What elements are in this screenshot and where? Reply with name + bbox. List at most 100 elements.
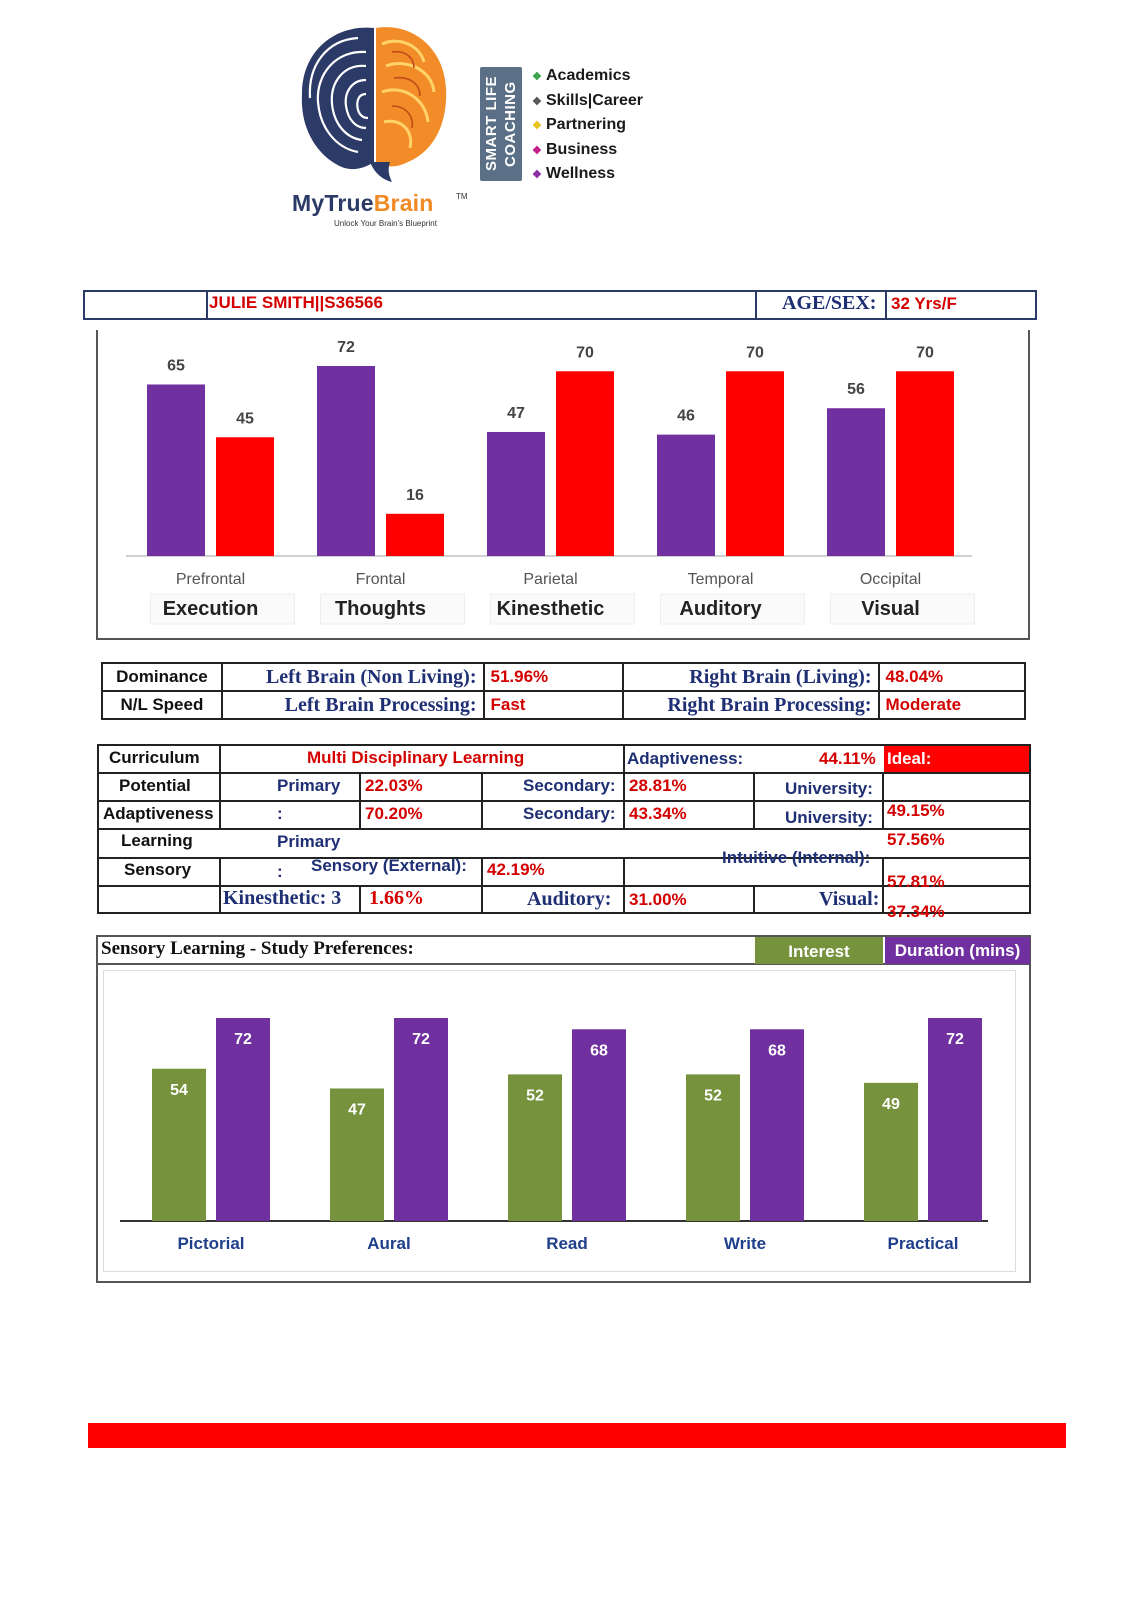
adaptiveness-secondary-value: 43.34%: [629, 804, 687, 823]
identity-divider: [885, 290, 887, 320]
coaching-list: ❖ Academics ❖ Skills|Career ❖ Partnering ❖ B…: [532, 64, 643, 187]
sublabel-box: [490, 593, 635, 625]
coaching-item: ❖ Business: [532, 138, 643, 163]
sensory-chart-title-divider: [96, 963, 1031, 965]
diamond-icon: ❖: [532, 120, 542, 132]
category-label: Prefrontal: [176, 571, 245, 588]
data-label: 72: [234, 1031, 252, 1048]
right-brain-living-value: 48.04%: [877, 662, 1026, 692]
brand-name-part2: Brain: [373, 190, 434, 216]
left-brain-processing-value: Fast: [482, 690, 624, 720]
adaptiveness-university-label: University:: [785, 808, 873, 827]
auditory-value: 31.00%: [629, 890, 687, 909]
data-label: 72: [946, 1031, 964, 1048]
dominance-label: Dominance: [101, 662, 223, 692]
brand-name: MyTrueBrain: [292, 190, 434, 217]
bar: [394, 1018, 448, 1221]
coaching-item: ❖ Skills|Career: [532, 89, 643, 114]
bar: [147, 384, 205, 556]
sensory-external-value: 42.19%: [487, 860, 545, 879]
data-label: 70: [746, 344, 764, 361]
bar: [556, 371, 614, 556]
left-brain-living-label: Left Brain (Non Living):: [220, 662, 485, 692]
primary-value: 22.03%: [365, 776, 423, 795]
category-label: Aural: [367, 1234, 410, 1253]
potential-label: Potential: [119, 776, 191, 795]
category-label: Write: [724, 1234, 766, 1253]
data-label: 70: [916, 344, 934, 361]
curriculum-label: Curriculum: [109, 748, 200, 767]
legend-interest-label: Interest: [788, 942, 850, 961]
diamond-icon: ❖: [532, 95, 542, 108]
data-label: 70: [576, 344, 594, 361]
sublabel: Auditory: [679, 598, 762, 620]
sensory-colon: :: [277, 862, 283, 881]
intuitive-internal-value: 57.81%: [887, 872, 945, 891]
diamond-icon: ❖: [532, 144, 542, 157]
bar: [896, 371, 954, 556]
left-brain-processing-label: Left Brain Processing:: [220, 690, 485, 720]
legend-duration-label: Duration (mins): [894, 941, 1021, 960]
sublabel-box: [830, 593, 975, 625]
secondary-label: Secondary:: [523, 776, 616, 795]
identity-divider: [755, 290, 757, 320]
category-label: Read: [546, 1234, 588, 1253]
bar: [726, 371, 784, 556]
dominance-table: Dominance Left Brain (Non Living): 51.96…: [101, 662, 1026, 720]
adaptiveness-colon: :: [277, 804, 283, 823]
right-brain-living-label: Right Brain (Living):: [621, 662, 880, 692]
secondary-value: 28.81%: [629, 776, 687, 795]
category-label: Occipital: [860, 571, 921, 588]
coaching-badge: [480, 67, 522, 181]
sublabel: Execution: [163, 598, 259, 620]
left-brain-living-value: 51.96%: [482, 662, 624, 692]
bar: [572, 1029, 626, 1221]
sensory-external-label: Sensory (External):: [311, 856, 467, 875]
bar: [864, 1082, 918, 1221]
bar: [827, 408, 885, 556]
data-label: 47: [348, 1101, 366, 1118]
coaching-item: ❖ Academics: [532, 64, 643, 89]
learning-primary-label: Primary: [277, 832, 341, 851]
brain-logo: [301, 27, 447, 182]
kinesthetic-label: Kinesthetic: 3: [223, 887, 342, 909]
data-label: 68: [590, 1042, 608, 1059]
visual-label: Visual:: [819, 888, 880, 910]
data-label: 47: [507, 405, 525, 422]
bar: [508, 1074, 562, 1221]
visual-value: 37.34%: [887, 902, 945, 921]
curriculum-value: Multi Disciplinary Learning: [307, 748, 525, 767]
adaptiveness-secondary-label: Secondary:: [523, 804, 616, 823]
identity-bar: [83, 290, 1037, 320]
coaching-item: ❖ Wellness: [532, 162, 643, 187]
student-name-id: JULIE SMITH||S36566: [209, 293, 383, 312]
adaptiveness-value: 44.11%: [819, 749, 876, 768]
data-label: 68: [768, 1042, 786, 1059]
sublabel: Thoughts: [335, 598, 426, 620]
lobe-chart: 65 45 Prefrontal Execution 72 16 Frontal Though…: [126, 339, 975, 625]
brand-name-part1: MyTrue: [292, 190, 374, 216]
data-label: 45: [236, 410, 254, 427]
sensory-label: Sensory: [124, 860, 192, 879]
right-brain-processing-value: Moderate: [877, 690, 1026, 720]
data-label: 56: [847, 381, 865, 398]
data-label: 49: [882, 1096, 900, 1113]
data-label: 65: [167, 357, 185, 374]
identity-divider: [206, 290, 208, 320]
learning-value: 57.56%: [887, 830, 945, 849]
data-label: 72: [337, 339, 355, 356]
sublabel: Visual: [861, 598, 920, 620]
category-label: Pictorial: [177, 1234, 244, 1253]
adaptiveness-label: Adaptiveness:: [627, 749, 744, 768]
sensory-inner-frame: [103, 970, 1016, 1272]
age-sex-label: AGE/SEX:: [782, 292, 877, 314]
data-label: 52: [704, 1087, 722, 1104]
brand-trademark: TM: [456, 192, 468, 201]
data-label: 54: [170, 1082, 188, 1099]
diamond-icon: ❖: [532, 169, 542, 181]
category-label: Frontal: [356, 571, 406, 588]
legend-duration: [885, 937, 1030, 964]
diamond-icon: ❖: [532, 71, 542, 83]
auditory-label: Auditory:: [527, 888, 612, 910]
bar: [487, 431, 545, 556]
